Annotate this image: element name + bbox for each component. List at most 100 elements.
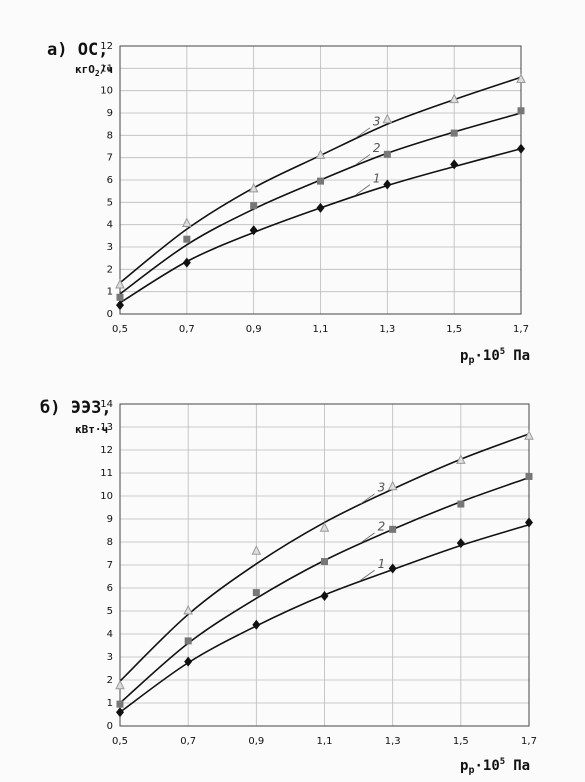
curve-label: 2	[378, 519, 386, 533]
y-tick-label: 1	[107, 287, 113, 298]
marker	[389, 525, 397, 533]
x-axis-label: pр·105 Па	[460, 347, 530, 367]
curve-label: 3	[378, 480, 386, 494]
x-tick-label: 1,1	[317, 736, 333, 747]
curve-label: 3	[373, 114, 381, 128]
marker	[116, 300, 124, 311]
marker	[252, 589, 260, 597]
x-tick-label: 0,9	[246, 324, 262, 335]
marker	[456, 538, 465, 549]
x-axis-label-part: Па	[513, 348, 530, 364]
y-tick-label: 6	[107, 583, 113, 594]
y-axis-label-part: 2	[95, 69, 100, 78]
x-tick-label: 1,5	[453, 736, 469, 747]
marker	[183, 604, 193, 615]
y-tick-label: 4	[107, 220, 113, 231]
y-tick-label: 2	[107, 264, 113, 275]
chart-title: б) ЭЭЗ,	[40, 398, 112, 418]
x-tick-label: 0,7	[179, 324, 195, 335]
marker	[383, 179, 392, 190]
marker	[450, 159, 459, 170]
marker	[115, 278, 125, 289]
x-tick-label: 1,5	[446, 324, 462, 335]
x-axis-label-part: ·10	[474, 758, 499, 774]
marker	[320, 591, 329, 602]
label-leader	[355, 127, 371, 139]
x-axis-label-part: 5	[500, 757, 505, 767]
y-tick-label: 2	[107, 675, 113, 686]
marker	[116, 293, 124, 301]
plot-frame	[119, 403, 530, 727]
x-axis-label-part: p	[460, 758, 468, 774]
marker	[525, 472, 533, 480]
y-tick-label: 7	[107, 560, 113, 571]
marker	[516, 73, 526, 83]
y-tick-label: 0	[107, 721, 113, 732]
x-tick-label: 1,1	[313, 324, 329, 335]
y-tick-label: 13	[100, 422, 113, 433]
marker	[383, 150, 391, 158]
y-axis-label-part: кВт·ч	[75, 423, 108, 436]
y-axis-label: кгО2/ч	[75, 63, 113, 78]
y-tick-label: 3	[107, 652, 113, 663]
label-leader	[355, 154, 371, 165]
marker	[317, 177, 324, 185]
y-tick-label: 0	[107, 309, 113, 320]
x-axis-label-part: р	[468, 765, 474, 776]
label-leader	[360, 569, 375, 581]
x-tick-label: 1,3	[379, 324, 395, 335]
x-tick-label: 1,7	[521, 736, 537, 747]
x-axis-label: pр·105 Па	[460, 757, 530, 777]
x-tick-label: 1,7	[513, 324, 529, 335]
y-tick-label: 11	[100, 63, 113, 74]
x-axis-label-part: р	[468, 355, 474, 366]
marker	[456, 454, 466, 464]
y-tick-label: 5	[107, 606, 113, 617]
curve-label: 2	[373, 141, 381, 155]
y-tick-label: 6	[107, 175, 113, 186]
marker	[250, 202, 258, 210]
marker	[182, 257, 191, 268]
curve-label: 1	[378, 557, 386, 571]
marker	[524, 430, 534, 440]
y-axis-label-part: /ч	[100, 63, 113, 76]
marker	[321, 558, 328, 566]
marker	[183, 235, 191, 243]
y-axis-label-part: кгО	[75, 63, 95, 76]
y-tick-label: 9	[107, 108, 113, 119]
marker	[388, 563, 397, 574]
y-tick-label: 3	[107, 242, 113, 253]
chart-title: а) ОС,	[47, 40, 108, 60]
x-tick-label: 1,3	[385, 736, 401, 747]
marker	[315, 149, 326, 159]
plot-frame	[119, 45, 522, 315]
y-tick-label: 5	[107, 197, 113, 208]
x-axis-label-part: p	[460, 348, 468, 364]
label-leader	[360, 532, 375, 544]
y-tick-label: 11	[100, 468, 113, 479]
marker	[182, 217, 192, 228]
marker	[316, 202, 325, 213]
marker	[450, 129, 458, 137]
y-tick-label: 1	[107, 698, 113, 709]
marker	[319, 522, 330, 532]
marker	[387, 480, 398, 491]
marker	[449, 93, 459, 104]
marker	[517, 107, 525, 115]
x-tick-label: 0,5	[112, 736, 128, 747]
y-tick-label: 10	[100, 491, 113, 502]
marker	[252, 619, 261, 630]
y-tick-label: 8	[107, 130, 113, 141]
x-axis-label-part: ·10	[474, 348, 499, 364]
marker	[116, 707, 124, 718]
x-axis-label-part: 5	[500, 347, 505, 357]
y-tick-label: 7	[107, 153, 113, 164]
marker	[525, 517, 533, 528]
marker	[457, 500, 465, 508]
marker	[249, 225, 258, 236]
y-tick-label: 12	[100, 41, 113, 52]
marker	[184, 656, 193, 667]
x-tick-label: 0,5	[112, 324, 128, 335]
y-tick-label: 14	[100, 399, 113, 410]
